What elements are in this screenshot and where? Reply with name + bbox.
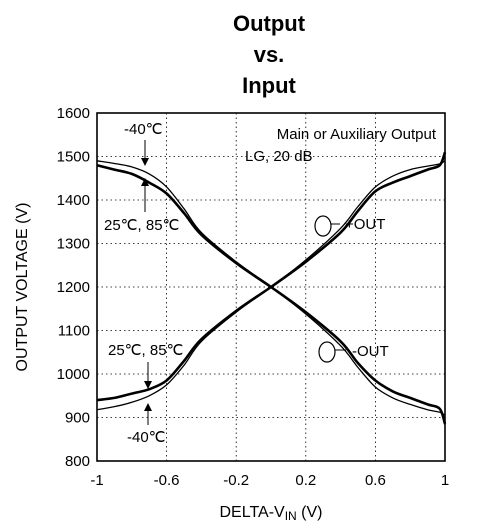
x-axis-label-unit: (V) <box>297 504 323 521</box>
lg-annotation: LG, 20 dB <box>245 148 313 165</box>
chart-title-line-3: Input <box>242 73 296 98</box>
y-tick-label: 1200 <box>57 279 90 296</box>
temp-hot-top-label: 25℃, 85℃ <box>104 217 179 234</box>
mode-annotation: Main or Auxiliary Output <box>277 126 437 143</box>
chart-title-line-2: vs. <box>254 42 285 67</box>
y-tick-label: 1100 <box>58 323 90 340</box>
temp-cold-bottom-label: -40℃ <box>127 429 166 446</box>
series-line-2 <box>96 160 446 411</box>
temp-hot-bottom-label: 25℃, 85℃ <box>108 342 183 359</box>
series-line-3 <box>96 163 447 425</box>
x-tick-label: -0.6 <box>154 472 180 489</box>
chart-title-line-1: Output <box>233 11 306 36</box>
x-axis-label-subscript: IN <box>285 509 297 523</box>
tick-labels: -1 -0.6 -0.2 0.2 0.6 1 800 900 1000 1100 1200 1300 1… <box>57 105 450 489</box>
series-line-1 <box>96 151 447 402</box>
y-axis-label: OUTPUT VOLTAGE (V) <box>14 203 31 372</box>
x-tick-label: 1 <box>441 472 449 489</box>
x-tick-label: 0.6 <box>365 472 386 489</box>
y-tick-label: 1000 <box>57 366 90 383</box>
temp-hot-top-arrowhead <box>141 178 149 186</box>
y-tick-label: 800 <box>65 453 90 470</box>
y-tick-label: 1300 <box>57 236 90 253</box>
x-tick-label: 0.2 <box>295 472 316 489</box>
plus-out-marker <box>314 215 332 237</box>
temp-cold-bottom-arrowhead <box>144 403 152 411</box>
temp-hot-bottom-arrowhead <box>144 381 152 389</box>
plus-out-label: +OUT <box>345 216 385 233</box>
temp-cold-top-arrowhead <box>141 158 149 166</box>
series-group <box>96 151 447 425</box>
y-tick-label: 1600 <box>57 105 90 122</box>
y-tick-label: 900 <box>65 410 90 427</box>
x-axis-label: DELTA-VIN (V) <box>220 504 323 523</box>
minus-out-marker <box>318 341 336 363</box>
y-tick-label: 1500 <box>57 149 90 166</box>
series-line-4 <box>96 160 446 416</box>
minus-out-label: -OUT <box>352 343 389 360</box>
plot-frame <box>96 112 446 462</box>
x-tick-label: -1 <box>90 472 103 489</box>
x-tick-label: -0.2 <box>223 472 249 489</box>
y-tick-label: 1400 <box>57 192 90 209</box>
temp-cold-top-label: -40℃ <box>124 121 163 138</box>
